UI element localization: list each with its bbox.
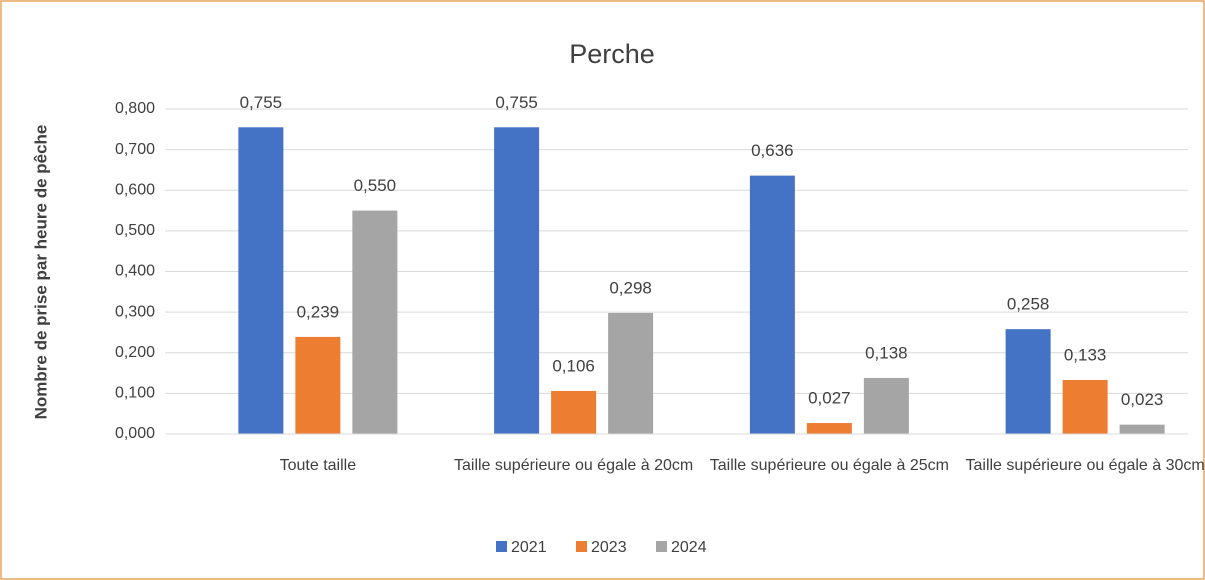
bar bbox=[551, 390, 597, 434]
legend-swatch bbox=[576, 541, 587, 552]
data-label: 0,755 bbox=[240, 93, 283, 112]
bar bbox=[1062, 379, 1108, 434]
bar bbox=[1119, 424, 1165, 434]
x-tick-label: Taille supérieure ou égale à 25cm bbox=[709, 457, 949, 474]
y-tick-label: 0,800 bbox=[115, 100, 155, 117]
data-label: 0,239 bbox=[297, 302, 340, 321]
data-label: 0,636 bbox=[751, 141, 794, 160]
x-tick-label: Taille supérieure ou égale à 20cm bbox=[453, 457, 694, 474]
y-tick-label: 0,100 bbox=[115, 385, 155, 402]
y-tick-label: 0,200 bbox=[115, 344, 155, 361]
bar bbox=[749, 175, 795, 434]
x-tick-label: Taille supérieure ou égale à 30cm bbox=[965, 457, 1205, 474]
x-tick-label: Toute taille bbox=[279, 457, 357, 474]
legend-swatch bbox=[656, 541, 667, 552]
legend-label: 2023 bbox=[591, 539, 627, 556]
bar bbox=[494, 127, 540, 434]
bar bbox=[806, 423, 852, 434]
data-label: 0,138 bbox=[865, 343, 908, 362]
data-label: 0,298 bbox=[609, 278, 652, 297]
legend-label: 2021 bbox=[511, 539, 547, 556]
data-label: 0,133 bbox=[1064, 345, 1107, 364]
y-tick-label: 0,400 bbox=[115, 263, 155, 280]
bar bbox=[1005, 329, 1051, 434]
bar bbox=[238, 127, 284, 434]
bar bbox=[352, 210, 398, 434]
y-axis-title: Nombre de prise par heure de pêche bbox=[31, 125, 50, 420]
legend-swatch bbox=[496, 541, 507, 552]
data-label: 0,550 bbox=[354, 176, 397, 195]
data-label: 0,755 bbox=[495, 93, 538, 112]
data-label: 0,027 bbox=[808, 389, 851, 408]
y-tick-label: 0,000 bbox=[115, 425, 155, 442]
chart-title: Perche bbox=[569, 39, 655, 69]
data-label: 0,258 bbox=[1007, 295, 1050, 314]
y-tick-label: 0,300 bbox=[115, 303, 155, 320]
bar bbox=[295, 336, 341, 434]
bar bbox=[863, 377, 909, 434]
y-tick-label: 0,600 bbox=[115, 181, 155, 198]
data-label: 0,023 bbox=[1121, 390, 1164, 409]
y-tick-label: 0,700 bbox=[115, 141, 155, 158]
y-tick-label: 0,500 bbox=[115, 222, 155, 239]
bar bbox=[608, 312, 654, 434]
legend-label: 2024 bbox=[671, 539, 707, 556]
data-label: 0,106 bbox=[552, 356, 595, 375]
